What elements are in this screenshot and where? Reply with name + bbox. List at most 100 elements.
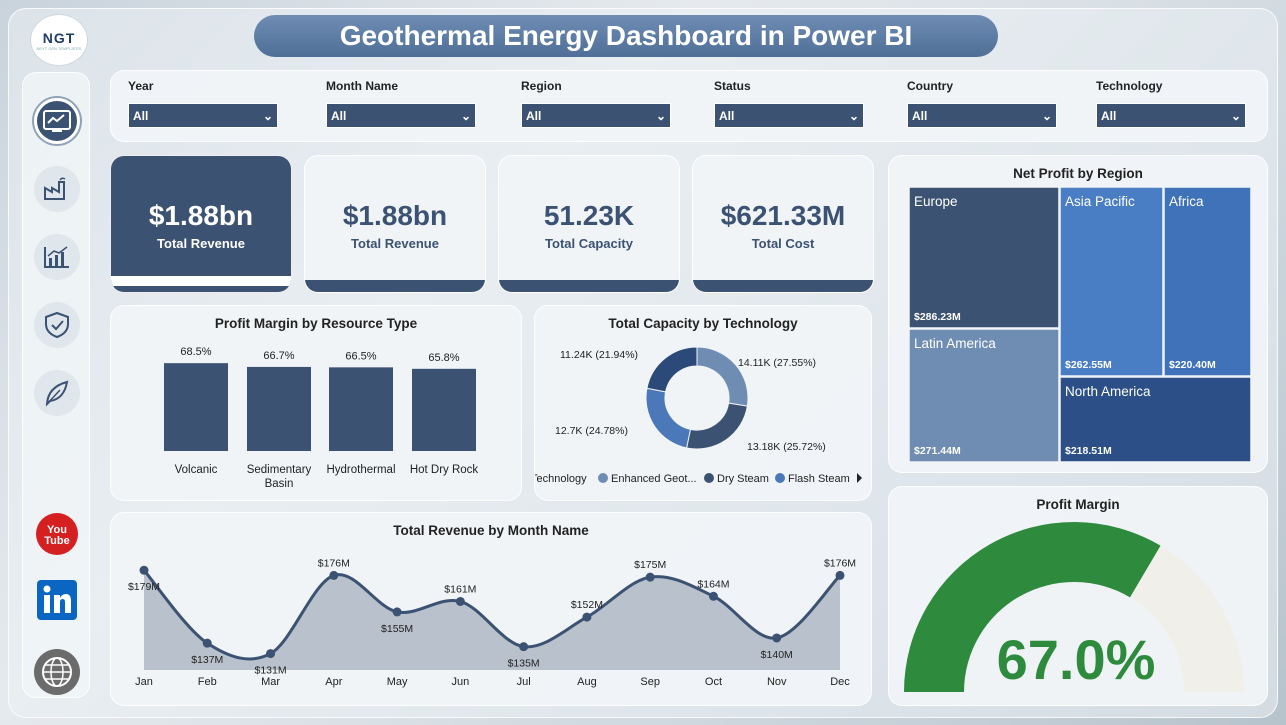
slice-data-label: 11.24K (21.94%) bbox=[560, 349, 638, 361]
dropdown-value: All bbox=[719, 108, 735, 123]
kpi-card-total-capacity[interactable]: 51.23K Total Capacity bbox=[498, 155, 680, 293]
slice-data-label: 12.7K (24.78%) bbox=[555, 425, 628, 437]
data-label: $179M bbox=[128, 581, 160, 593]
bar-3 bbox=[412, 368, 476, 451]
svg-text:You: You bbox=[47, 524, 67, 536]
page-title: Geothermal Energy Dashboard in Power BI bbox=[254, 15, 998, 57]
x-tick-label: Sep bbox=[640, 676, 660, 688]
kpi-accent-bar bbox=[305, 280, 485, 292]
bar-0 bbox=[164, 363, 228, 451]
x-tick-label: Mar bbox=[261, 676, 280, 688]
treemap-tile-value: $271.44M bbox=[914, 445, 961, 457]
slicer-label: Country bbox=[907, 79, 953, 93]
data-point bbox=[455, 596, 465, 606]
youtube-icon[interactable]: You Tube bbox=[34, 511, 80, 557]
bar-value-label: 66.5% bbox=[345, 350, 376, 362]
treemap-tile-label: Europe bbox=[914, 194, 958, 209]
data-point bbox=[519, 642, 529, 652]
treemap-tile-value: $220.40M bbox=[1169, 359, 1216, 371]
bar-chart: 68.5% Volcanic 66.7% Sedimentary Basin 66.5% H… bbox=[164, 346, 478, 490]
dashboard-icon[interactable] bbox=[34, 98, 80, 144]
data-label: $161M bbox=[444, 583, 476, 595]
slice-data-label: 14.11K (27.55%) bbox=[738, 357, 816, 369]
series-line bbox=[142, 569, 842, 661]
dropdown-value: All bbox=[526, 108, 542, 123]
year-dropdown[interactable]: All ⌄ bbox=[128, 103, 278, 128]
kpi-accent-bar bbox=[111, 276, 291, 286]
status-dropdown[interactable]: All ⌄ bbox=[714, 103, 864, 128]
svg-text:Tube: Tube bbox=[44, 535, 69, 547]
chart-title: Total Capacity by Technology bbox=[608, 316, 798, 331]
kpi-card-total-cost[interactable]: $621.33M Total Cost bbox=[692, 155, 874, 293]
x-tick-label: Aug bbox=[577, 676, 597, 688]
chevron-down-icon: ⌄ bbox=[1230, 108, 1241, 123]
data-label: $155M bbox=[381, 623, 413, 635]
treemap-tile-value: $262.55M bbox=[1065, 359, 1112, 371]
shield-check-icon[interactable] bbox=[34, 302, 80, 348]
data-label: $164M bbox=[697, 578, 729, 590]
kpi-value: $621.33M bbox=[720, 200, 846, 231]
dropdown-value: All bbox=[133, 108, 149, 123]
x-tick-label: Sedimentary bbox=[247, 464, 312, 476]
treemap-tile-label: North America bbox=[1065, 384, 1151, 399]
treemap-tile bbox=[908, 328, 1060, 463]
gauge-chart: 67.0% bbox=[904, 522, 1244, 692]
bar-2 bbox=[329, 367, 393, 451]
legend-entry: Dry Steam bbox=[717, 473, 769, 485]
x-tick-label: Apr bbox=[325, 676, 342, 688]
month-dropdown[interactable]: All ⌄ bbox=[326, 103, 476, 128]
data-point bbox=[772, 633, 782, 643]
x-tick-label: Jul bbox=[517, 676, 531, 688]
treemap-tile-value: $286.23M bbox=[914, 311, 961, 323]
data-point bbox=[266, 649, 276, 659]
slicer-bar: Year All ⌄ Month Name All ⌄ Region All ⌄ St… bbox=[110, 70, 1268, 142]
slicer-label: Region bbox=[521, 79, 562, 93]
kpi-label: Total Revenue bbox=[351, 236, 439, 251]
linkedin-icon[interactable] bbox=[34, 577, 80, 623]
data-label: $140M bbox=[761, 649, 793, 661]
donut-slice-1 bbox=[686, 402, 748, 450]
capacity-donut-card: Total Capacity by Technology 14.11K (27.… bbox=[534, 305, 872, 501]
donut-slice-0 bbox=[696, 346, 749, 407]
profit-margin-gauge-card: Profit Margin 67.0% bbox=[888, 486, 1268, 706]
data-point bbox=[645, 572, 655, 582]
chevron-down-icon: ⌄ bbox=[655, 108, 666, 123]
country-dropdown[interactable]: All ⌄ bbox=[907, 103, 1057, 128]
technology-dropdown[interactable]: All ⌄ bbox=[1096, 103, 1246, 128]
treemap-tile bbox=[1059, 186, 1164, 377]
legend-marker bbox=[598, 473, 608, 483]
globe-icon[interactable] bbox=[34, 649, 80, 695]
data-point bbox=[582, 612, 592, 622]
x-tick-label: Hydrothermal bbox=[326, 464, 395, 476]
dropdown-value: All bbox=[1101, 108, 1117, 123]
data-label: $135M bbox=[508, 658, 540, 670]
sidebar: You Tube bbox=[22, 72, 90, 698]
x-tick-label: Nov bbox=[767, 676, 787, 688]
chevron-down-icon: ⌄ bbox=[460, 108, 471, 123]
slice-data-label: 13.18K (25.72%) bbox=[747, 441, 826, 453]
chart-title: Total Revenue by Month Name bbox=[393, 523, 589, 538]
legend-next-arrow-icon bbox=[857, 473, 862, 483]
kpi-value: $1.88bn bbox=[148, 200, 254, 231]
area-fill bbox=[144, 570, 840, 670]
factory-icon[interactable] bbox=[34, 166, 80, 212]
leaf-icon[interactable] bbox=[34, 370, 80, 416]
legend-marker bbox=[704, 473, 714, 483]
kpi-card-total-revenue[interactable]: $1.88bn Total Revenue bbox=[110, 155, 292, 293]
profit-margin-bar-card: Profit Margin by Resource Type 68.5% Volc… bbox=[110, 305, 522, 501]
data-point bbox=[202, 638, 212, 648]
treemap-tile bbox=[1163, 186, 1252, 377]
region-dropdown[interactable]: All ⌄ bbox=[521, 103, 671, 128]
slicer-year: Year All ⌄ bbox=[128, 79, 278, 128]
logo-text: NGT bbox=[42, 29, 76, 46]
data-label: $137M bbox=[191, 654, 223, 666]
slicer-technology: Technology All ⌄ bbox=[1096, 79, 1246, 128]
gauge-fill bbox=[904, 522, 1161, 692]
slicer-label: Status bbox=[714, 79, 751, 93]
x-tick-label: Oct bbox=[705, 676, 722, 688]
data-point bbox=[329, 570, 339, 580]
bar-chart-icon[interactable] bbox=[34, 234, 80, 280]
slicer-label: Technology bbox=[1096, 79, 1163, 93]
kpi-card-total-revenue-2[interactable]: $1.88bn Total Revenue bbox=[304, 155, 486, 293]
